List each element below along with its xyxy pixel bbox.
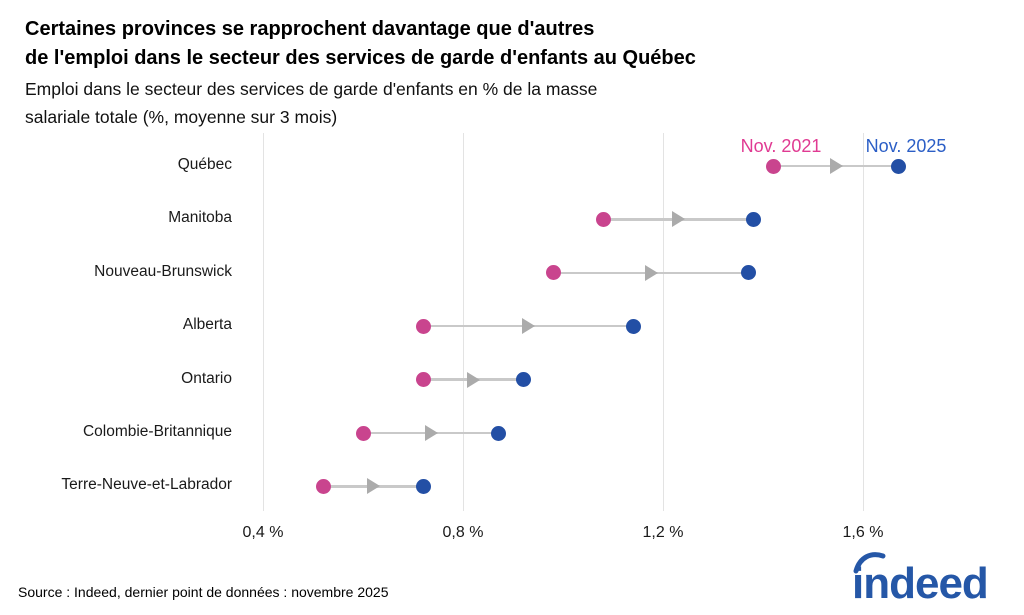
- dot-nov-2025: [625, 318, 641, 334]
- dot-nov-2025: [490, 425, 506, 441]
- dot-nov-2021: [415, 318, 431, 334]
- arrow-head-icon: [522, 318, 535, 335]
- chart-title-line1: Certaines provinces se rapprochent davan…: [25, 18, 595, 40]
- dot-nov-2021: [315, 478, 331, 494]
- arrow-head-icon: [424, 425, 438, 441]
- category-label: Québec: [177, 156, 232, 173]
- legend-label-nov-2021: Nov. 2021: [740, 136, 822, 156]
- gridline: [463, 133, 464, 511]
- dot-nov-2021: [595, 211, 611, 227]
- arrow-head-icon: [829, 158, 843, 174]
- chart-title: Certaines provinces se rapprochent davan…: [25, 15, 696, 73]
- dot-nov-2021: [545, 265, 561, 281]
- category-label: Terre-Neuve-et-Labrador: [61, 476, 232, 494]
- dot-nov-2025: [415, 478, 431, 494]
- arrow-head-icon: [672, 211, 685, 228]
- gridline: [663, 133, 664, 511]
- chart-subtitle: Emploi dans le secteur des services de g…: [25, 75, 597, 131]
- gridline: [263, 133, 264, 511]
- chart-subtitle-line1: Emploi dans le secteur des services de g…: [25, 79, 598, 99]
- dot-nov-2021: [765, 158, 781, 174]
- category-label: Ontario: [181, 369, 232, 387]
- dot-nov-2021: [415, 372, 431, 388]
- x-tick-label: 1,6 %: [842, 524, 884, 541]
- logo-swoosh-icon: [853, 552, 886, 574]
- dot-nov-2025: [745, 211, 761, 227]
- indeed-logo-text: indeed: [852, 559, 988, 606]
- x-tick-label: 0,4 %: [242, 524, 284, 541]
- dot-nov-2025: [890, 158, 906, 174]
- chart-subtitle-line2: salariale totale (%, moyenne sur 3 mois): [25, 107, 338, 127]
- category-label: Nouveau-Brunswick: [94, 262, 232, 280]
- x-tick-label: 0,8 %: [442, 524, 484, 541]
- arrow-head-icon: [644, 264, 658, 281]
- arrow-head-icon: [467, 371, 480, 388]
- chart-title-line2: de l'emploi dans le secteur des services…: [25, 47, 696, 69]
- category-label: Alberta: [182, 316, 232, 334]
- dot-nov-2025: [515, 372, 531, 388]
- category-label: Manitoba: [168, 209, 232, 227]
- arrow-head-icon: [367, 478, 380, 495]
- legend-label-nov-2025: Nov. 2025: [865, 136, 947, 156]
- dot-nov-2021: [355, 425, 371, 441]
- gridline: [863, 133, 864, 511]
- source-note: Source : Indeed, dernier point de donnée…: [18, 584, 389, 600]
- category-label: Colombie-Britannique: [82, 423, 232, 440]
- x-tick-label: 1,2 %: [642, 524, 684, 541]
- indeed-logo: indeed: [852, 552, 989, 606]
- dot-nov-2025: [740, 265, 756, 281]
